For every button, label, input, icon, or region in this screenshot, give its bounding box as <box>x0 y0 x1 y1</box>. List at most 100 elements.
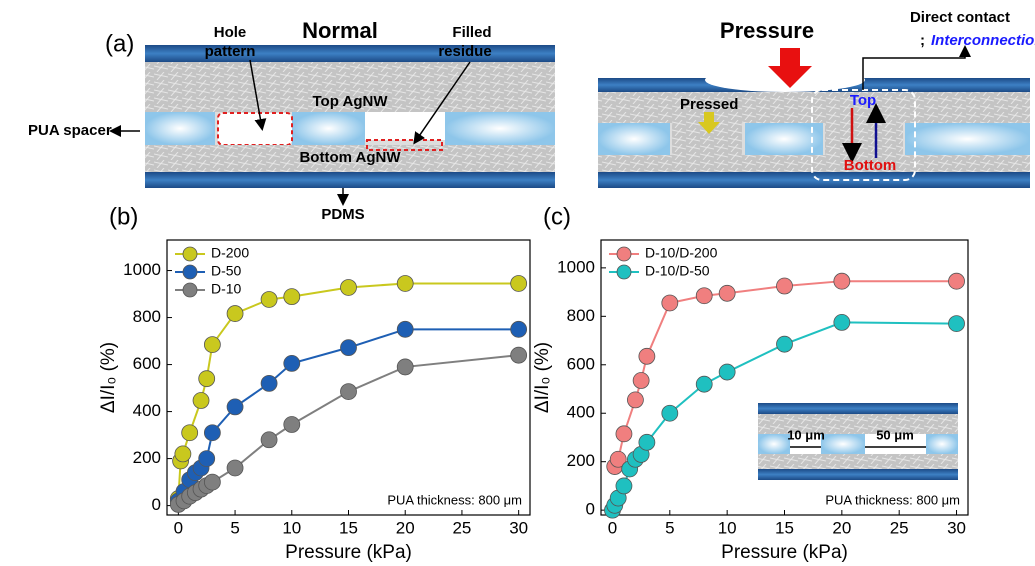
y-tick-label: 200 <box>133 448 161 467</box>
point <box>949 316 965 332</box>
label: Filled <box>452 24 491 41</box>
point <box>182 425 198 441</box>
y-axis-title: ΔI/I₀ (%) <box>532 342 553 413</box>
y-tick-label: 600 <box>567 354 595 373</box>
inset-label: 10 μm <box>787 427 825 442</box>
title: Pressure <box>720 18 814 43</box>
pdms-layer <box>145 172 555 188</box>
pressed-region <box>825 118 903 160</box>
point <box>719 285 735 301</box>
point <box>204 474 220 490</box>
point <box>397 359 413 375</box>
agnw-layer <box>758 454 958 469</box>
label: Top AgNW <box>313 93 389 110</box>
spacer <box>445 112 555 145</box>
legend-marker <box>183 283 197 297</box>
label: residue <box>438 43 491 60</box>
x-tick-label: 15 <box>775 518 794 537</box>
legend-marker <box>183 247 197 261</box>
y-tick-label: 800 <box>567 306 595 325</box>
panel-label: (c) <box>543 203 571 230</box>
x-tick-label: 5 <box>665 518 674 537</box>
x-tick-label: 15 <box>339 518 358 537</box>
agnw-layer <box>598 92 1030 123</box>
x-tick-label: 0 <box>174 518 183 537</box>
point <box>261 375 277 391</box>
point <box>639 348 655 364</box>
point <box>261 291 277 307</box>
x-axis-title: Pressure (kPa) <box>721 542 848 563</box>
spacer <box>905 123 1030 155</box>
point <box>627 392 643 408</box>
point <box>777 278 793 294</box>
point <box>662 405 678 421</box>
point <box>397 321 413 337</box>
point <box>949 273 965 289</box>
annotation: PUA thickness: 800 μm <box>825 492 960 507</box>
y-axis-title: ΔI/I₀ (%) <box>98 342 119 413</box>
x-axis-title: Pressure (kPa) <box>285 542 412 563</box>
point <box>777 336 793 352</box>
legend-label: D-50 <box>211 263 242 279</box>
point <box>511 275 527 291</box>
diagram-normal: (a) Normal Hole pattern Filled residue T… <box>28 18 555 223</box>
x-tick-label: 5 <box>230 518 239 537</box>
point <box>284 289 300 305</box>
spacer <box>758 434 790 454</box>
point <box>511 347 527 363</box>
panel-label: (a) <box>105 30 134 57</box>
pdms-layer <box>758 403 958 414</box>
title: Normal <box>302 18 378 43</box>
label: Direct contact <box>910 9 1010 26</box>
point <box>341 279 357 295</box>
x-tick-label: 25 <box>452 518 471 537</box>
point <box>199 371 215 387</box>
point <box>696 376 712 392</box>
point <box>616 478 632 494</box>
legend-label: D-10/D-50 <box>645 263 710 279</box>
hole <box>218 113 292 145</box>
point <box>261 432 277 448</box>
spacer <box>145 112 215 145</box>
x-tick-label: 25 <box>890 518 909 537</box>
legend-marker <box>183 265 197 279</box>
y-tick-label: 400 <box>567 403 595 422</box>
label: Pressed <box>680 96 738 113</box>
series-line <box>178 355 518 504</box>
point <box>639 434 655 450</box>
point <box>834 314 850 330</box>
point <box>204 337 220 353</box>
point <box>204 425 220 441</box>
inset-label: 50 μm <box>876 427 914 442</box>
spacer <box>821 434 865 454</box>
x-tick-label: 30 <box>509 518 528 537</box>
legend-marker <box>617 265 631 279</box>
label: Bottom AgNW <box>299 149 401 166</box>
y-tick-label: 400 <box>133 401 161 420</box>
y-tick-label: 600 <box>133 354 161 373</box>
point <box>633 373 649 389</box>
agnw-layer <box>598 155 1030 172</box>
annotation: PUA thickness: 800 μm <box>387 492 522 507</box>
point <box>834 273 850 289</box>
label: pattern <box>205 43 256 60</box>
point <box>696 288 712 304</box>
label: Top <box>850 92 876 109</box>
diagram-pressure: Pressure Direct contact ; Interconnectio… <box>598 9 1035 188</box>
point <box>199 451 215 467</box>
x-tick-label: 20 <box>396 518 415 537</box>
label: Bottom <box>844 157 897 174</box>
inset: 10 μm 50 μm <box>758 403 958 480</box>
label: Interconnection <box>931 32 1035 49</box>
point <box>341 340 357 356</box>
legend-label: D-10/D-200 <box>645 245 718 261</box>
pdms-layer <box>758 469 958 480</box>
legend-label: D-200 <box>211 245 249 261</box>
y-tick-label: 200 <box>567 451 595 470</box>
label: PDMS <box>321 206 364 223</box>
point <box>719 364 735 380</box>
x-tick-label: 0 <box>608 518 617 537</box>
point <box>284 417 300 433</box>
x-tick-label: 10 <box>718 518 737 537</box>
point <box>227 399 243 415</box>
